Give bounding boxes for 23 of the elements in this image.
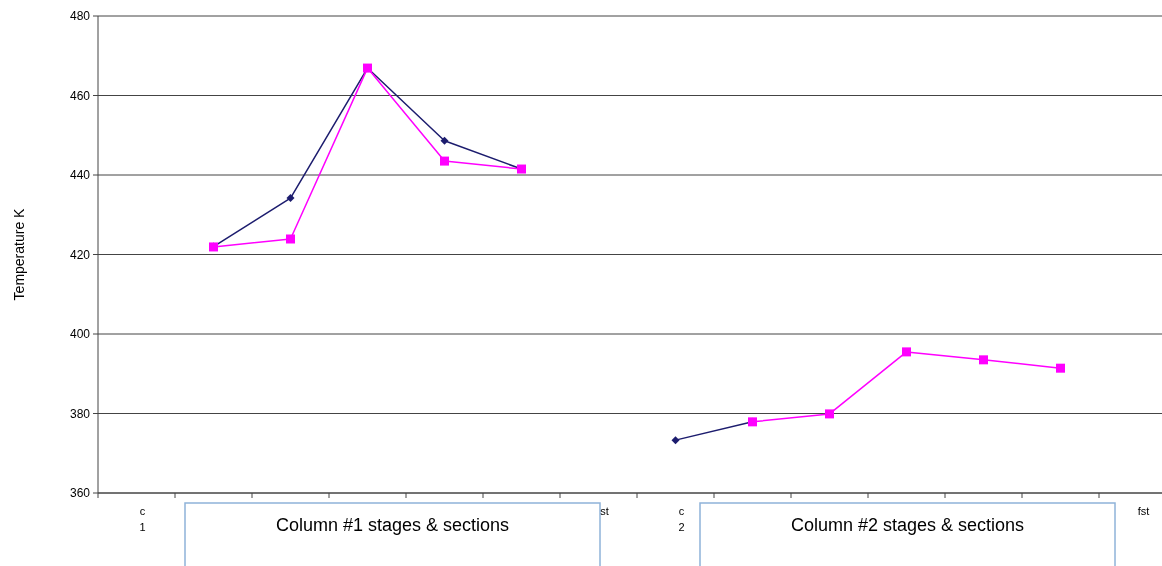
point: [440, 136, 449, 145]
point: [1056, 363, 1065, 373]
text: Column #2 stages & sections: [790, 515, 1025, 535]
point: [825, 409, 834, 419]
y-axis-title: Temperature K: [11, 207, 27, 301]
point: [286, 194, 295, 203]
point: [671, 436, 680, 445]
point: [440, 156, 449, 166]
y-tick-label: 460: [69, 88, 91, 103]
y-tick-label: 440: [69, 168, 91, 183]
x-tick-label: fst: [1137, 505, 1150, 517]
point: [286, 234, 295, 244]
text: Column #1 stages & sections: [275, 515, 510, 535]
x-tick-label: st: [600, 505, 609, 517]
y-tick-label: 420: [69, 247, 91, 262]
point: [902, 347, 911, 357]
y-tick-label: 380: [69, 406, 91, 421]
y-tick-label: 400: [69, 327, 91, 342]
x-tick-label: c 1: [139, 505, 146, 533]
point: [979, 355, 988, 365]
y-tick-label: 480: [69, 9, 91, 24]
y-tick-label: 360: [69, 486, 91, 501]
x-tick-label: c 2: [678, 505, 685, 533]
